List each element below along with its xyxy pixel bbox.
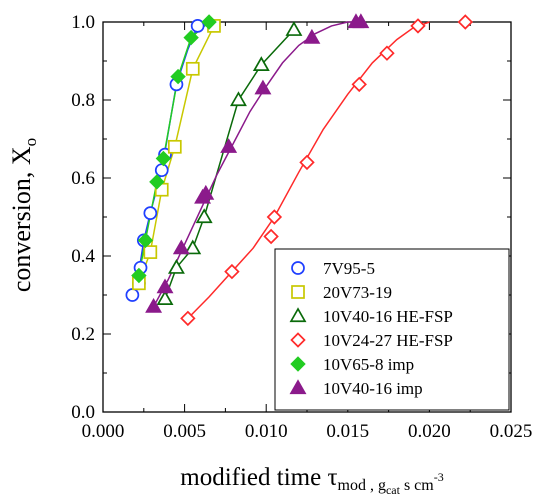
x-axis-label: modified time τmod , gcat s cm-3 [180, 464, 443, 497]
data-point-series-5 [131, 267, 147, 284]
y-tick-label: 0.6 [71, 168, 95, 189]
legend: 7V95-5 20V73-19 10V40-16 HE-FSP 10V24-27 HE… [274, 248, 510, 411]
data-point-series-4 [224, 263, 240, 280]
data-point-series-6 [352, 13, 370, 29]
data-point-series-4 [263, 228, 279, 245]
data-markers [125, 13, 474, 327]
data-point-series-6 [145, 297, 163, 313]
legend-marker [290, 332, 306, 348]
data-point-series-5 [137, 232, 154, 249]
data-point-series-3 [252, 56, 270, 72]
x-tick-label: 0.020 [408, 421, 451, 442]
y-tick-label: 0.2 [71, 324, 95, 345]
data-point-series-1 [154, 163, 169, 178]
data-point-series-4 [379, 45, 395, 61]
data-point-series-4 [351, 76, 367, 93]
data-point-series-3 [285, 21, 303, 36]
legend-marker [291, 285, 305, 299]
data-point-series-5 [170, 68, 186, 85]
data-point-series-3 [184, 239, 202, 255]
data-point-series-6 [197, 184, 215, 200]
y-tick-label: 0.0 [71, 402, 95, 423]
legend-label: 20V73-19 [323, 283, 392, 302]
data-point-series-5 [149, 174, 165, 190]
data-point-series-5 [183, 29, 199, 46]
data-point-series-2 [143, 245, 158, 259]
x-tick-label: 0.000 [82, 421, 125, 442]
data-point-series-4 [457, 14, 474, 30]
data-point-series-2 [167, 139, 182, 154]
data-point-series-3 [195, 208, 213, 224]
data-point-series-5 [155, 150, 172, 167]
data-point-series-3 [167, 258, 185, 274]
x-tick-label: 0.015 [326, 421, 369, 442]
data-point-series-1 [143, 206, 158, 220]
y-tick-label: 0.8 [71, 90, 95, 111]
data-point-series-1 [190, 19, 205, 33]
legend-box [274, 248, 510, 411]
data-point-series-6 [303, 28, 321, 44]
legend-label: 10V40-16 HE-FSP [323, 307, 453, 326]
fit-line-series-4 [187, 21, 430, 319]
data-point-series-6 [156, 278, 174, 294]
legend-marker [290, 356, 306, 372]
data-point-series-4 [299, 154, 315, 171]
axis-tick-labels: 0.000 0.005 0.010 0.015 0.020 0.025 0.0 0.2 0.4 0… [71, 12, 532, 442]
data-point-series-5 [201, 14, 217, 30]
legend-label: 7V95-5 [323, 259, 375, 278]
data-point-series-1 [125, 288, 140, 302]
data-point-series-6 [254, 79, 272, 95]
legend-label: 10V65-8 imp [323, 355, 414, 374]
y-tick-label: 0.4 [71, 246, 95, 267]
legend-label: 10V24-27 HE-FSP [323, 331, 453, 350]
legend-marker [291, 261, 305, 275]
data-point-series-4 [410, 18, 426, 34]
data-point-series-2 [185, 61, 200, 76]
fit-line-series-6 [152, 21, 361, 308]
x-tick-label: 0.010 [245, 421, 288, 442]
legend-marker [289, 379, 307, 395]
data-point-series-4 [266, 209, 283, 225]
data-point-series-3 [156, 290, 174, 305]
fit-line-series-2 [138, 25, 215, 284]
x-tick-label: 0.005 [163, 421, 206, 442]
legend-marker [289, 307, 307, 323]
y-axis-label: conversion, Xo [7, 138, 40, 292]
data-point-series-6 [172, 239, 190, 255]
data-point-series-3 [229, 91, 247, 107]
legend-label: 10V40-16 imp [323, 379, 423, 398]
data-point-series-6 [220, 138, 238, 153]
x-tick-label: 0.025 [490, 421, 533, 442]
data-point-series-4 [180, 310, 196, 327]
y-tick-label: 1.0 [71, 12, 95, 33]
